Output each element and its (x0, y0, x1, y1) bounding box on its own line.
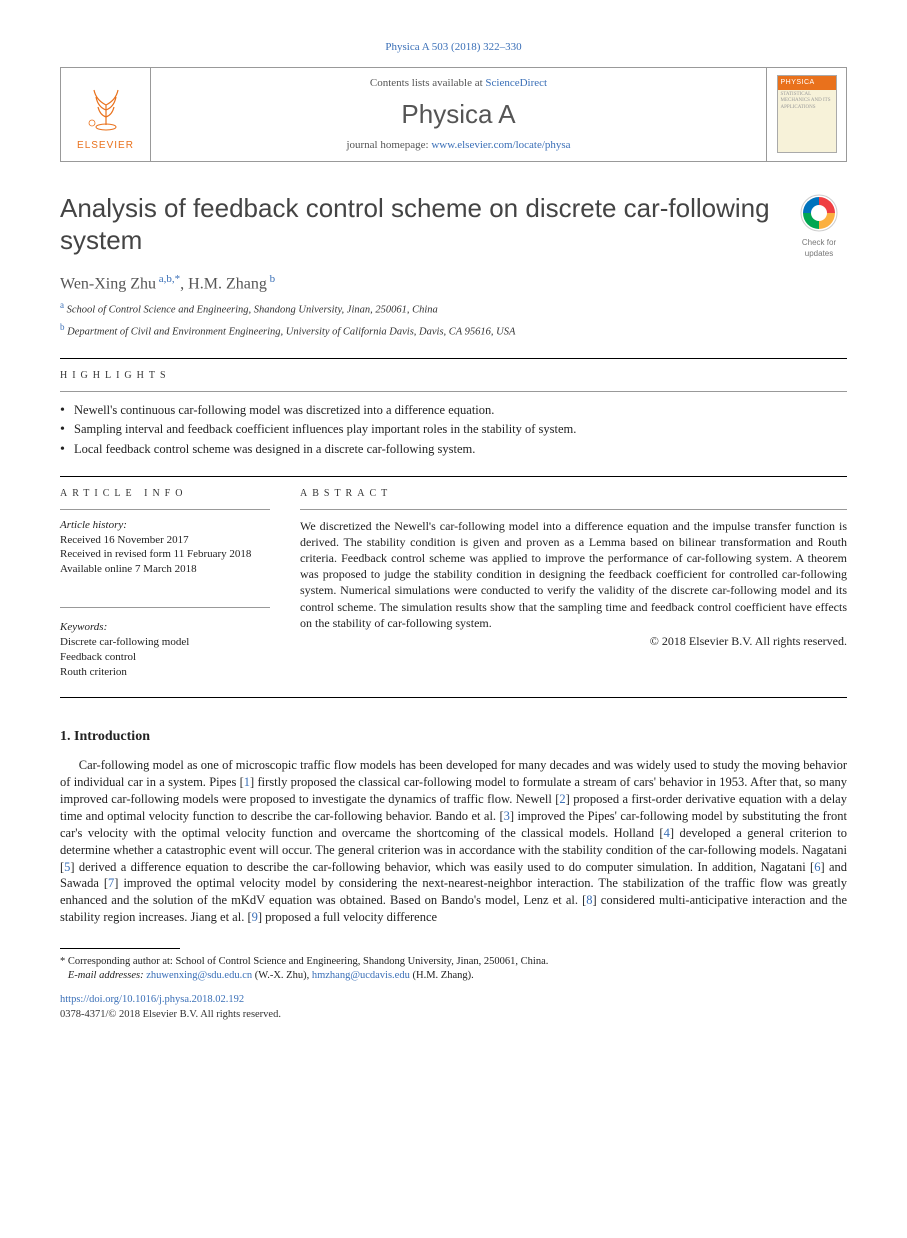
cover-thumbnail: PHYSICA STATISTICAL MECHANICS AND ITS AP… (766, 68, 846, 161)
corr-text: Corresponding author at: School of Contr… (68, 956, 549, 967)
article-title: Analysis of feedback control scheme on d… (60, 192, 779, 257)
email-label: E-mail addresses: (68, 970, 144, 981)
email-owner-2: (H.M. Zhang). (412, 970, 473, 981)
check-updates-badge[interactable]: Check for updates (791, 192, 847, 260)
check-updates-text2: updates (791, 249, 847, 260)
thin-rule (300, 509, 847, 510)
publisher-logo: ELSEVIER (61, 68, 151, 161)
crossmark-icon (798, 192, 840, 234)
highlight-item: Sampling interval and feedback coefficie… (60, 421, 847, 438)
abstract-column: abstract We discretized the Newell's car… (300, 487, 847, 679)
rule (60, 697, 847, 698)
intro-paragraph: Car-following model as one of microscopi… (60, 757, 847, 926)
abstract-copyright: © 2018 Elsevier B.V. All rights reserved… (300, 633, 847, 649)
journal-reference: Physica A 503 (2018) 322–330 (60, 40, 847, 55)
keyword-item: Feedback control (60, 650, 270, 665)
thin-rule (60, 607, 270, 608)
abstract-label: abstract (300, 487, 847, 501)
homepage-prefix: journal homepage: (346, 139, 431, 151)
sciencedirect-link[interactable]: ScienceDirect (485, 77, 547, 89)
cover-image-icon: PHYSICA STATISTICAL MECHANICS AND ITS AP… (777, 75, 837, 153)
highlight-item: Local feedback control scheme was design… (60, 441, 847, 458)
keyword-item: Discrete car-following model (60, 635, 270, 650)
thin-rule (60, 391, 847, 392)
email-link-1[interactable]: zhuwenxing@sdu.edu.cn (146, 970, 252, 981)
elsevier-tree-icon (76, 75, 136, 135)
doi-line: https://doi.org/10.1016/j.physa.2018.02.… (60, 993, 847, 1007)
publisher-brand-text: ELSEVIER (77, 139, 134, 153)
author-1-affil-sup: a,b,* (156, 273, 180, 285)
highlights-list: Newell's continuous car-following model … (60, 402, 847, 459)
journal-header: ELSEVIER Contents lists available at Sci… (60, 67, 847, 162)
cover-subtitle: STATISTICAL MECHANICS AND ITS APPLICATIO… (778, 90, 836, 114)
history-item: Received 16 November 2017 (60, 533, 270, 548)
check-updates-text1: Check for (791, 238, 847, 249)
issn-copyright: 0378-4371/© 2018 Elsevier B.V. All right… (60, 1008, 847, 1022)
keyword-item: Routh criterion (60, 665, 270, 680)
keywords-label: Keywords: (60, 620, 270, 635)
contents-available: Contents lists available at ScienceDirec… (161, 76, 756, 91)
author-sep: , (180, 275, 188, 292)
email-owner-1: (W.-X. Zhu) (255, 970, 307, 981)
affiliation-b: b Department of Civil and Environment En… (60, 321, 847, 340)
journal-name: Physica A (161, 97, 756, 132)
footnote-rule (60, 948, 180, 949)
article-info-column: article info Article history: Received 1… (60, 487, 270, 679)
contents-prefix: Contents lists available at (370, 77, 485, 89)
affiliation-a: a School of Control Science and Engineer… (60, 299, 847, 318)
corresponding-footnote: * Corresponding author at: School of Con… (60, 955, 847, 983)
authors: Wen-Xing Zhu a,b,*, H.M. Zhang b (60, 272, 847, 295)
history-item: Received in revised form 11 February 201… (60, 547, 270, 562)
email-link-2[interactable]: hmzhang@ucdavis.edu (312, 970, 410, 981)
rule (60, 358, 847, 359)
cover-title: PHYSICA (778, 76, 836, 89)
history-item: Available online 7 March 2018 (60, 562, 270, 577)
rule (60, 476, 847, 477)
abstract-text: We discretized the Newell's car-followin… (300, 518, 847, 631)
author-1-name: Wen-Xing Zhu (60, 275, 156, 292)
corr-marker: * (60, 956, 65, 967)
highlights-label: highlights (60, 369, 847, 383)
section-heading-intro: 1. Introduction (60, 728, 847, 747)
history-label: Article history: (60, 518, 270, 533)
header-center: Contents lists available at ScienceDirec… (151, 68, 766, 161)
author-2-name: H.M. Zhang (188, 275, 267, 292)
journal-homepage: journal homepage: www.elsevier.com/locat… (161, 138, 756, 153)
homepage-link[interactable]: www.elsevier.com/locate/physa (431, 139, 570, 151)
doi-link[interactable]: https://doi.org/10.1016/j.physa.2018.02.… (60, 994, 244, 1005)
author-2-affil-sup: b (267, 273, 275, 285)
thin-rule (60, 509, 270, 510)
highlight-item: Newell's continuous car-following model … (60, 402, 847, 419)
article-info-label: article info (60, 487, 270, 501)
